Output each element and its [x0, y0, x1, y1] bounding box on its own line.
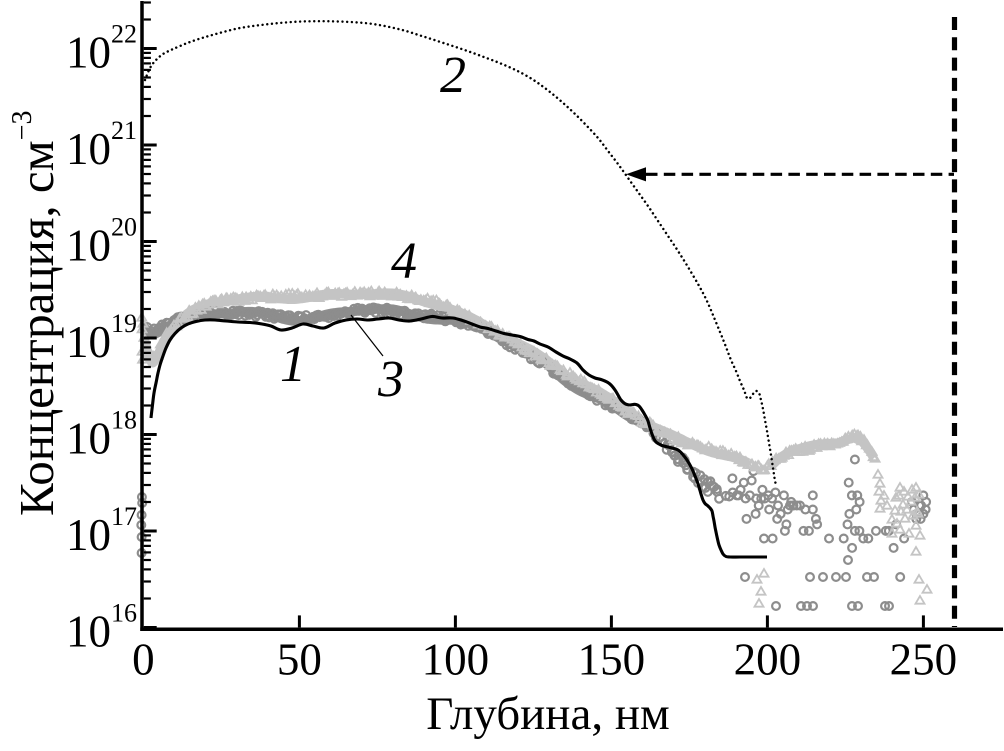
svg-text:Концентрация, см−3: Концентрация, см−3	[7, 111, 64, 516]
svg-text:150: 150	[578, 635, 646, 685]
svg-text:3: 3	[377, 351, 404, 408]
svg-text:100: 100	[422, 635, 490, 685]
svg-text:1: 1	[280, 336, 306, 393]
svg-text:4: 4	[391, 233, 417, 290]
svg-text:0: 0	[132, 635, 155, 685]
svg-text:2: 2	[440, 47, 466, 104]
svg-text:200: 200	[734, 635, 802, 685]
svg-text:Глубина, нм: Глубина, нм	[426, 688, 669, 740]
svg-text:250: 250	[890, 635, 958, 685]
svg-text:50: 50	[277, 635, 322, 685]
